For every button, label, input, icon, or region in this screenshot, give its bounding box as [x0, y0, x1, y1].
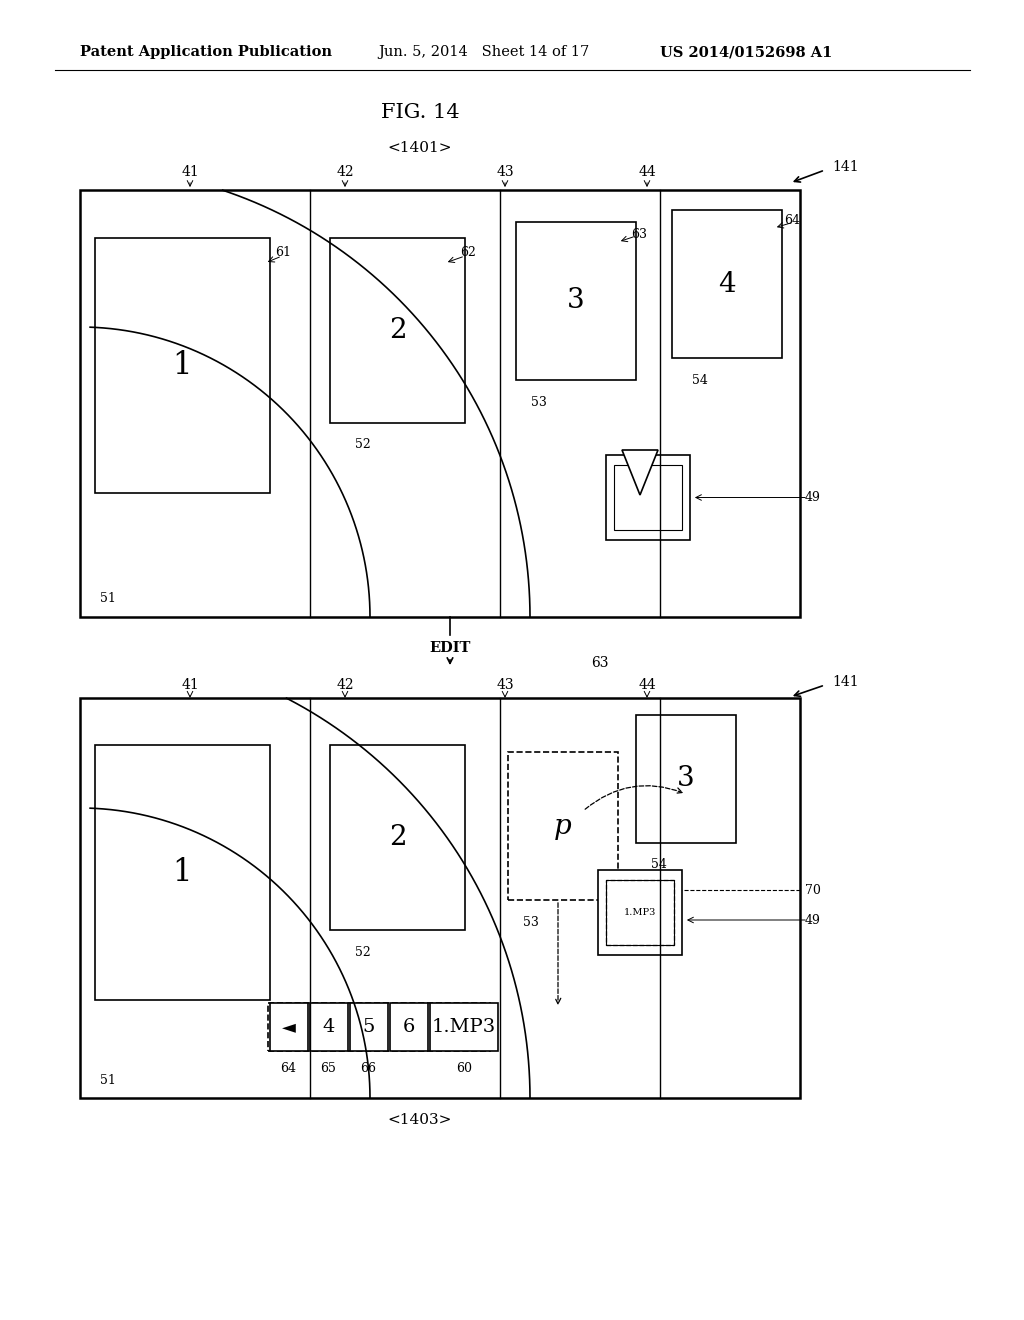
Text: 51: 51 — [100, 593, 116, 606]
Text: 65: 65 — [321, 1063, 336, 1076]
Bar — [672, 210, 782, 358]
Bar — [95, 744, 270, 1001]
Text: 49: 49 — [805, 913, 821, 927]
Bar — [270, 1003, 308, 1051]
Bar — [614, 465, 682, 531]
Text: 42: 42 — [336, 165, 354, 180]
Text: 44: 44 — [638, 678, 656, 692]
Text: 42: 42 — [336, 678, 354, 692]
Bar — [330, 238, 465, 422]
Bar — [606, 455, 690, 540]
Bar — [80, 190, 800, 616]
Text: 3: 3 — [677, 766, 695, 792]
Text: 141: 141 — [831, 160, 859, 174]
Text: 44: 44 — [638, 165, 656, 180]
Text: 2: 2 — [389, 824, 407, 851]
Text: US 2014/0152698 A1: US 2014/0152698 A1 — [660, 45, 833, 59]
Bar — [606, 880, 674, 945]
Bar — [606, 880, 674, 945]
Text: 1.MP3: 1.MP3 — [624, 908, 656, 917]
Text: 64: 64 — [280, 1063, 296, 1076]
Text: 4: 4 — [718, 271, 736, 297]
Bar — [598, 870, 682, 954]
Text: 52: 52 — [355, 438, 371, 451]
Polygon shape — [622, 450, 658, 495]
Text: 3: 3 — [567, 288, 585, 314]
Text: 1.MP3: 1.MP3 — [432, 1018, 496, 1036]
Text: 4: 4 — [323, 1018, 335, 1036]
Bar — [430, 1003, 498, 1051]
Text: 43: 43 — [497, 678, 514, 692]
Text: 41: 41 — [181, 678, 199, 692]
Bar — [636, 715, 736, 843]
Text: 54: 54 — [651, 858, 667, 871]
Text: 63: 63 — [591, 656, 608, 671]
Text: <1401>: <1401> — [388, 141, 453, 154]
Polygon shape — [630, 865, 666, 909]
Text: 5: 5 — [362, 1018, 375, 1036]
Text: 141: 141 — [831, 675, 859, 689]
Text: Patent Application Publication: Patent Application Publication — [80, 45, 332, 59]
Text: 66: 66 — [360, 1063, 376, 1076]
Text: EDIT: EDIT — [429, 642, 471, 655]
Text: p: p — [554, 813, 571, 840]
Bar — [508, 752, 618, 900]
Text: 62: 62 — [460, 247, 476, 260]
Text: 53: 53 — [523, 916, 539, 928]
Text: 1: 1 — [173, 857, 193, 888]
Text: 70: 70 — [805, 883, 821, 896]
Bar — [390, 1003, 428, 1051]
Text: 63: 63 — [631, 227, 647, 240]
Bar — [310, 1003, 348, 1051]
Bar — [95, 238, 270, 492]
Text: 64: 64 — [784, 214, 800, 227]
Bar — [330, 744, 465, 931]
Text: 61: 61 — [275, 247, 291, 260]
Text: 54: 54 — [692, 374, 708, 387]
Text: 52: 52 — [355, 945, 371, 958]
Text: 1: 1 — [173, 350, 193, 381]
Text: Jun. 5, 2014   Sheet 14 of 17: Jun. 5, 2014 Sheet 14 of 17 — [378, 45, 589, 59]
Text: 6: 6 — [402, 1018, 415, 1036]
Bar — [350, 1003, 388, 1051]
Text: ◄: ◄ — [282, 1018, 296, 1036]
Text: 53: 53 — [531, 396, 547, 408]
Text: FIG. 14: FIG. 14 — [381, 103, 460, 123]
Text: 2: 2 — [389, 317, 407, 345]
Text: 43: 43 — [497, 165, 514, 180]
Text: 49: 49 — [805, 491, 821, 504]
Bar — [516, 222, 636, 380]
Text: <1403>: <1403> — [388, 1113, 453, 1127]
Text: 60: 60 — [456, 1063, 472, 1076]
Bar — [268, 1003, 490, 1051]
Text: 41: 41 — [181, 165, 199, 180]
Text: 51: 51 — [100, 1073, 116, 1086]
Bar — [80, 698, 800, 1098]
